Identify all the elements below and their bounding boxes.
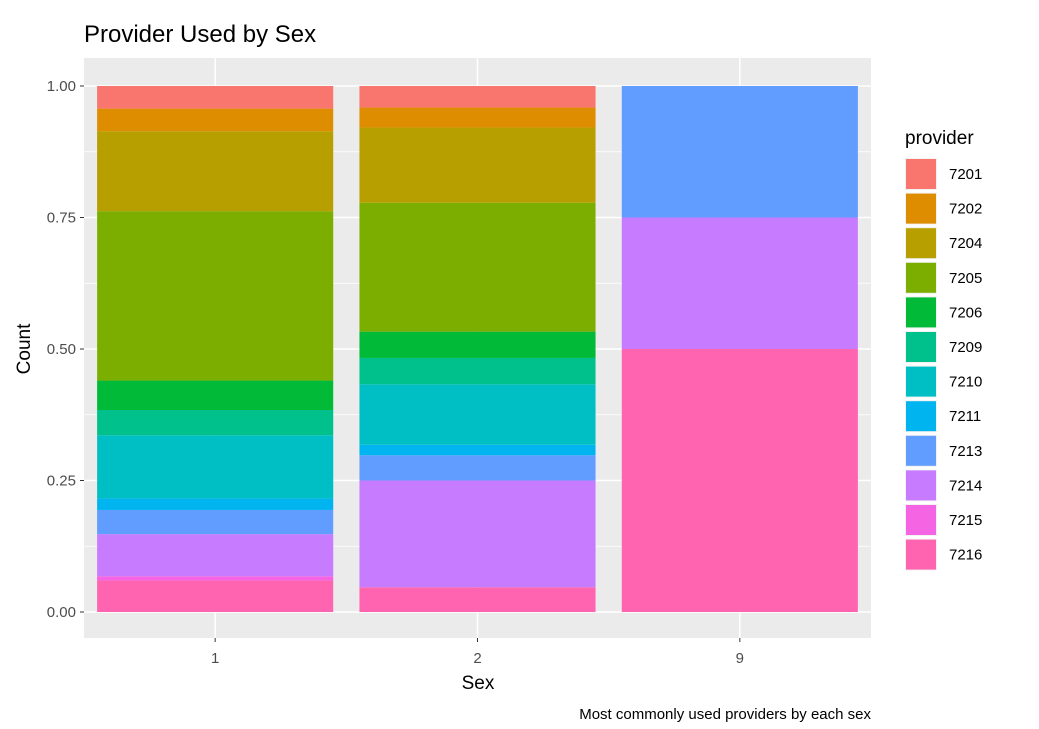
- bar-segment-7216-sex-2: [359, 587, 596, 612]
- y-axis: 0.00 0.25 0.50 0.75 1.00: [47, 78, 84, 621]
- bar-segment-7210-sex-2: [359, 384, 596, 445]
- bar-segment-7214-sex-9: [621, 217, 858, 349]
- bar-segment-7201-sex-1: [97, 86, 334, 109]
- legend-label-7211: 7211: [949, 408, 981, 425]
- legend-label-7202: 7202: [949, 201, 982, 218]
- bar-segment-7209-sex-2: [359, 357, 596, 385]
- bar-segment-7204-sex-2: [359, 127, 596, 203]
- legend-label-7204: 7204: [949, 235, 982, 252]
- bar-segment-7213-sex-2: [359, 455, 596, 481]
- y-tick-label: 0.25: [47, 473, 76, 490]
- legend-label-7205: 7205: [949, 270, 982, 287]
- y-tick-label: 0.75: [47, 210, 76, 227]
- bar-segment-7214-sex-2: [359, 480, 596, 588]
- legend-swatch-7211: [906, 401, 936, 432]
- legend-label-7215: 7215: [949, 512, 982, 529]
- legend-swatch-7205: [906, 262, 936, 293]
- x-tick-label: 2: [473, 650, 481, 667]
- bar-segment-7206-sex-1: [97, 380, 334, 411]
- legend-label-7206: 7206: [949, 304, 982, 321]
- legend-swatch-7201: [906, 159, 936, 189]
- x-tick-label: 1: [211, 650, 219, 667]
- legend-label-7209: 7209: [949, 339, 982, 356]
- legend-swatch-7204: [906, 228, 936, 259]
- y-tick-label: 1.00: [47, 78, 76, 95]
- bar-segment-7205-sex-2: [359, 202, 596, 332]
- legend-label-7213: 7213: [949, 443, 982, 460]
- bar-segment-7211-sex-2: [359, 444, 596, 456]
- bar-segment-7216-sex-9: [621, 349, 858, 612]
- bar-segment-7201-sex-2: [359, 86, 596, 108]
- bar-segment-7206-sex-2: [359, 331, 596, 358]
- legend-swatch-7215: [906, 505, 936, 535]
- legend-swatch-7213: [906, 435, 936, 466]
- legend-swatch-7216: [906, 539, 936, 570]
- legend-swatch-7209: [906, 332, 936, 362]
- chart-title: Provider Used by Sex: [84, 21, 316, 48]
- legend-label-7214: 7214: [949, 477, 982, 494]
- legend-swatch-7210: [906, 366, 936, 397]
- x-axis-title: Sex: [462, 673, 495, 694]
- legend-label-7210: 7210: [949, 374, 982, 391]
- legend-swatch-7206: [906, 297, 936, 328]
- legend-swatch-7202: [906, 193, 936, 224]
- bar-segment-7202-sex-2: [359, 107, 596, 128]
- y-tick-label: 0.00: [47, 604, 76, 621]
- bar-segment-7204-sex-1: [97, 131, 334, 212]
- y-axis-title: Count: [14, 323, 35, 374]
- legend-label-7216: 7216: [949, 547, 982, 564]
- x-tick-label: 9: [736, 650, 744, 667]
- bar-segment-7213-sex-1: [97, 509, 334, 535]
- bar-segment-7211-sex-1: [97, 498, 334, 510]
- bar-segment-7216-sex-1: [97, 580, 334, 612]
- bar-segment-7215-sex-1: [97, 576, 334, 581]
- bars: [97, 86, 858, 612]
- bar-segment-7213-sex-9: [621, 86, 858, 218]
- y-tick-label: 0.50: [47, 341, 76, 358]
- legend-title: provider: [905, 128, 974, 149]
- x-axis: 1 2 9: [211, 638, 744, 667]
- bar-segment-7202-sex-1: [97, 108, 334, 132]
- chart-caption: Most commonly used providers by each sex: [579, 706, 871, 723]
- bar-segment-7209-sex-1: [97, 410, 334, 436]
- legend-label-7201: 7201: [949, 166, 982, 183]
- bar-segment-7210-sex-1: [97, 435, 334, 499]
- bar-segment-7205-sex-1: [97, 211, 334, 381]
- legend: provider 7201 7202 7204 7205 7206 7209 7210 721…: [905, 128, 982, 571]
- legend-swatch-7214: [906, 470, 936, 501]
- bar-segment-7214-sex-1: [97, 534, 334, 577]
